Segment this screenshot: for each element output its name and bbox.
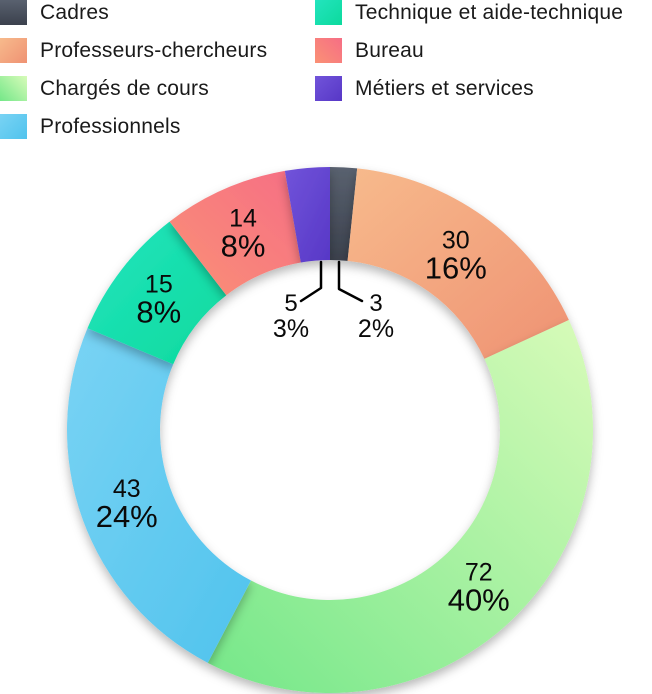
slice-label-professionnels: 43 24% (96, 475, 158, 534)
legend-label-metiers: Métiers et services (355, 77, 534, 100)
legend-item-professeurs_chercheurs[interactable]: Professeurs-chercheurs (0, 38, 267, 63)
legend-label-charges_de_cours: Chargés de cours (40, 77, 209, 100)
slice-cadres[interactable] (330, 167, 358, 261)
slice-charges_de_cours[interactable] (207, 320, 593, 693)
slice-value-technique: 15 (145, 270, 173, 298)
legend-swatch-bureau (315, 38, 342, 63)
slice-label-professeurs_chercheurs: 30 16% (425, 226, 487, 285)
legend-swatch-cadres (0, 0, 27, 25)
legend-item-cadres[interactable]: Cadres (0, 0, 267, 25)
legend-swatch-charges_de_cours (0, 76, 27, 101)
legend-label-technique: Technique et aide-technique (355, 1, 624, 24)
legend-item-professionnels[interactable]: Professionnels (0, 114, 267, 139)
slice-professionnels[interactable] (67, 328, 252, 663)
slice-metiers[interactable] (284, 167, 330, 263)
legend-label-bureau: Bureau (355, 39, 424, 62)
slice-value-metiers: 5 (284, 290, 297, 317)
callout-line-metiers (299, 260, 323, 303)
slice-label-bureau: 14 8% (221, 204, 266, 263)
legend-label-professionnels: Professionnels (40, 115, 181, 138)
slice-value-bureau: 14 (229, 204, 257, 232)
legend-item-charges_de_cours[interactable]: Chargés de cours (0, 76, 267, 101)
slice-percent-bureau: 8% (221, 228, 266, 263)
slice-percent-professeurs_chercheurs: 16% (425, 250, 487, 285)
slice-label-charges_de_cours: 72 40% (448, 559, 510, 618)
slice-value-cadres: 3 (369, 290, 382, 317)
legend-label-cadres: Cadres (40, 1, 109, 24)
slice-label-technique: 15 8% (136, 270, 181, 329)
legend-swatch-metiers (315, 76, 342, 101)
slice-percent-cadres: 2% (358, 315, 394, 343)
legend-swatch-professeurs_chercheurs (0, 38, 27, 63)
slice-value-professeurs_chercheurs: 30 (442, 226, 470, 254)
slice-percent-professionnels: 24% (96, 499, 158, 534)
legend-column-right: Technique et aide-technique Bureau Métiers… (315, 0, 623, 114)
slice-professeurs_chercheurs[interactable] (347, 168, 569, 359)
slice-technique[interactable] (87, 221, 227, 365)
slice-percent-metiers: 3% (273, 315, 309, 343)
callout-line-cadres (337, 260, 364, 303)
legend-item-bureau[interactable]: Bureau (315, 38, 623, 63)
slice-bureau[interactable] (169, 170, 301, 296)
slice-value-professionnels: 43 (113, 475, 141, 503)
legend-column-left: Cadres Professeurs-chercheurs Chargés de c… (0, 0, 267, 152)
legend-swatch-professionnels (0, 114, 27, 139)
slice-percent-technique: 8% (136, 294, 181, 329)
legend-item-technique[interactable]: Technique et aide-technique (315, 0, 623, 25)
slice-value-charges_de_cours: 72 (465, 559, 493, 587)
slice-percent-charges_de_cours: 40% (448, 583, 510, 618)
legend-item-metiers[interactable]: Métiers et services (315, 76, 623, 101)
legend-label-professeurs_chercheurs: Professeurs-chercheurs (40, 39, 268, 62)
legend-swatch-technique (315, 0, 342, 25)
